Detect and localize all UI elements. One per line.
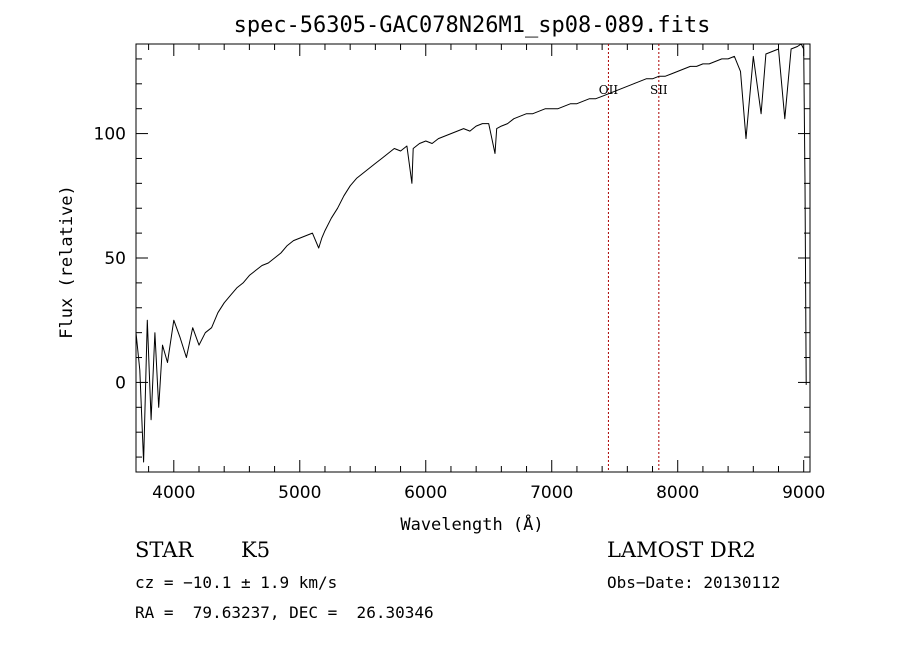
- plot-frame: [135, 43, 811, 473]
- x-tick-label: 7000: [530, 483, 573, 503]
- spectrum-line: [135, 43, 807, 463]
- plot-area: 4000 5000 6000 7000 8000 9000 0 50 100 OII SII: [94, 43, 825, 503]
- x-axis-label: Wavelength (Å): [400, 513, 543, 535]
- object-class: STAR: [135, 538, 194, 562]
- x-tick-label: 5000: [278, 483, 321, 503]
- line-marker-label: OII: [599, 83, 619, 97]
- x-tick-label: 4000: [152, 483, 195, 503]
- redshift-value: cz = −10.1 ± 1.9 km/s: [135, 573, 338, 592]
- x-tick-label: 9000: [782, 483, 825, 503]
- coordinates: RA = 79.63237, DEC = 26.30346: [135, 603, 434, 622]
- line-marker-label: SII: [650, 83, 668, 97]
- y-tick-label: 50: [104, 249, 126, 269]
- chart-title: spec-56305-GAC078N26M1_sp08-089.fits: [234, 13, 711, 38]
- x-tick-label: 8000: [656, 483, 699, 503]
- object-subclass: K5: [241, 538, 271, 562]
- y-tick-label: 100: [94, 125, 126, 145]
- observation-date: Obs−Date: 20130112: [607, 573, 781, 592]
- y-tick-label: 0: [115, 373, 126, 393]
- survey-name: LAMOST DR2: [607, 538, 756, 562]
- x-tick-label: 6000: [404, 483, 447, 503]
- y-axis-label: Flux (relative): [57, 185, 77, 339]
